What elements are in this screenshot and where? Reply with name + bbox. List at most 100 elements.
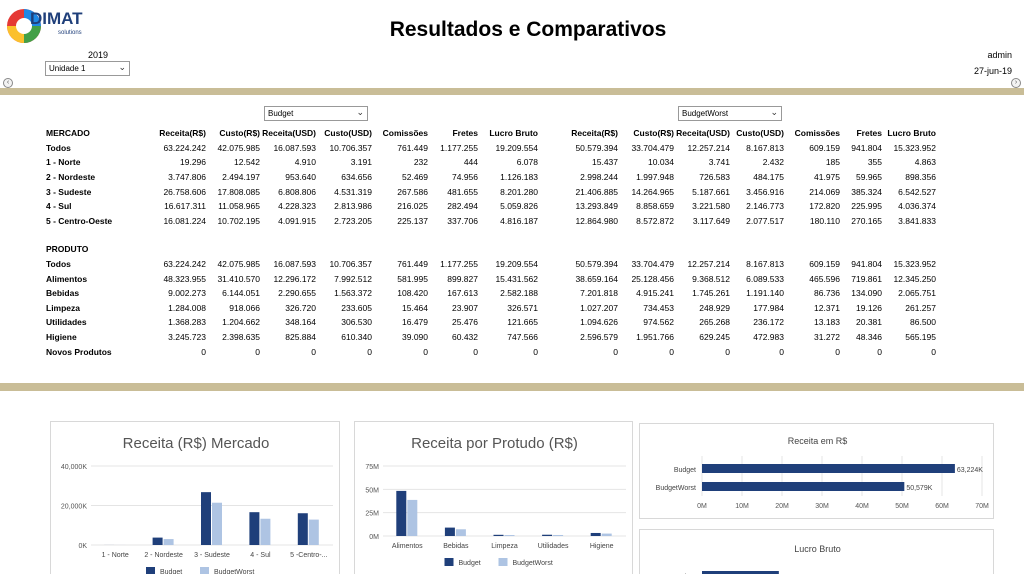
bar-budgetworst xyxy=(553,534,564,536)
x-tick-label: Bebidas xyxy=(443,543,469,550)
budgetworst-value-cell: 19.126 xyxy=(856,302,882,313)
budget-value-cell: 19.209.554 xyxy=(495,142,538,153)
year-label: 2019 xyxy=(88,50,109,60)
column-header: Fretes xyxy=(856,128,882,139)
budgetworst-value-cell: 8.858.659 xyxy=(636,201,674,212)
column-gap xyxy=(538,271,558,286)
budget-value-cell: 11.058.965 xyxy=(218,201,260,212)
y-tick-label: 75M xyxy=(365,464,379,471)
bar-budgetworst xyxy=(455,529,466,536)
column-gap xyxy=(538,315,558,330)
table-row: Limpeza 1.284.008 918.066 326.720 233.605 15.… xyxy=(46,301,936,316)
unit-select-value: Unidade 1 xyxy=(49,64,86,73)
budgetworst-value-cell: 10.034 xyxy=(648,157,674,168)
x-tick-label: 0M xyxy=(697,503,707,510)
budgetworst-value-cell: 270.165 xyxy=(851,215,882,226)
budgetworst-value-cell: 48.346 xyxy=(856,332,882,343)
budgetworst-value-cell: 719.861 xyxy=(851,273,882,284)
budgetworst-value-cell: 185 xyxy=(825,157,840,168)
column-header: Lucro Bruto xyxy=(489,128,538,139)
scroll-left-icon[interactable]: ‹ xyxy=(3,78,13,88)
budget-value-cell: 74.956 xyxy=(452,172,478,183)
table-row: 2 - Nordeste 3.747.806 2.494.197 953.640 634… xyxy=(46,170,936,185)
budget-value-cell: 16.087.593 xyxy=(273,259,316,270)
budgetworst-value-cell: 33.704.479 xyxy=(631,259,674,270)
budgetworst-value-cell: 2.998.244 xyxy=(580,172,618,183)
budgetworst-value-cell: 6.089.533 xyxy=(746,273,784,284)
budgetworst-value-cell: 12.257.214 xyxy=(687,259,730,270)
budgetworst-value-cell: 941.804 xyxy=(851,142,882,153)
mercado-section-header: MERCADO xyxy=(46,128,90,139)
budget-value-cell: 19.296 xyxy=(180,157,206,168)
budget-value-cell: 8.201.280 xyxy=(500,186,538,197)
budget-value-cell: 6.808.806 xyxy=(278,186,316,197)
budget-value-cell: 634.656 xyxy=(341,172,372,183)
chart-title: Lucro Bruto xyxy=(794,544,841,554)
table-row: Alimentos 48.323.955 31.410.570 12.296.172 7… xyxy=(46,271,936,286)
budgetworst-value-cell: 0 xyxy=(877,346,882,357)
table-row: Higiene 3.245.723 2.398.635 825.884 610.340 3… xyxy=(46,330,936,345)
produto-header-row: PRODUTO xyxy=(46,242,936,257)
logo-text: DIMAT xyxy=(30,9,83,28)
budget-value-cell: 444 xyxy=(463,157,478,168)
budgetworst-value-cell: 8.167.813 xyxy=(746,259,784,270)
column-header: Comissões xyxy=(382,128,428,139)
budget-value-cell: 42.075.985 xyxy=(217,142,260,153)
budget-value-cell: 0 xyxy=(311,346,316,357)
row-label: Limpeza xyxy=(46,302,81,313)
budget-value-cell: 42.075.985 xyxy=(217,259,260,270)
row-label: Novos Produtos xyxy=(46,346,112,357)
scenario-right-select[interactable]: BudgetWorst ⌄ xyxy=(678,106,782,121)
budget-value-cell: 16.479 xyxy=(402,317,428,328)
budget-value-cell: 1.563.372 xyxy=(334,288,372,299)
budgetworst-value-cell: 974.562 xyxy=(643,317,674,328)
bar-budget xyxy=(444,527,455,536)
x-tick-label: 1 - Norte xyxy=(102,552,129,559)
column-gap xyxy=(538,214,558,229)
table-row: 4 - Sul 16.617.311 11.058.965 4.228.323 2.81… xyxy=(46,199,936,214)
legend-label: BudgetWorst xyxy=(513,560,553,567)
budgetworst-value-cell: 33.704.479 xyxy=(631,142,674,153)
budgetworst-value-cell: 13.183 xyxy=(814,317,840,328)
budgetworst-value-cell: 2.146.773 xyxy=(746,201,784,212)
chart-receita-produto: Receita por Protudo (R$) 0M 25M 50M 75M Alime… xyxy=(354,421,633,574)
scenario-left-select[interactable]: Budget ⌄ xyxy=(264,106,368,121)
bar-budget xyxy=(702,464,955,473)
budget-value-cell: 26.758.606 xyxy=(163,186,206,197)
scenario-left-value: Budget xyxy=(268,109,294,118)
bottom-divider xyxy=(0,383,1024,391)
row-label: 2 - Nordeste xyxy=(46,172,96,183)
budget-value-cell: 4.091.915 xyxy=(278,215,316,226)
budgetworst-value-cell: 15.437 xyxy=(592,157,618,168)
scroll-right-icon[interactable]: › xyxy=(1011,78,1021,88)
budget-value-cell: 282.494 xyxy=(447,201,478,212)
budgetworst-value-cell: 31.272 xyxy=(814,332,840,343)
budget-value-cell: 581.995 xyxy=(397,273,428,284)
budgetworst-value-cell: 734.453 xyxy=(643,302,674,313)
column-header-empty xyxy=(478,242,538,257)
unit-select[interactable]: Unidade 1 ⌄ xyxy=(45,61,130,76)
budget-value-cell: 7.992.512 xyxy=(334,273,372,284)
column-header: Custo(USD) xyxy=(324,128,372,139)
budget-value-cell: 348.164 xyxy=(285,317,316,328)
bar-budgetworst xyxy=(407,499,418,536)
budget-value-cell: 12.542 xyxy=(234,157,260,168)
budget-value-cell: 10.702.195 xyxy=(217,215,260,226)
legend-swatch xyxy=(498,558,508,566)
budget-value-cell: 48.323.955 xyxy=(163,273,206,284)
bar-budgetworst xyxy=(504,535,515,536)
budgetworst-value-cell: 86.736 xyxy=(814,288,840,299)
budget-value-cell: 953.640 xyxy=(285,172,316,183)
x-tick-label: 10M xyxy=(735,503,749,510)
column-header: Custo(R$) xyxy=(633,128,674,139)
column-header-empty xyxy=(372,242,428,257)
budgetworst-value-cell: 1.745.261 xyxy=(692,288,730,299)
x-tick-label: Limpeza xyxy=(491,543,518,550)
budget-value-cell: 63.224.242 xyxy=(163,259,206,270)
budgetworst-value-cell: 13.293.849 xyxy=(575,201,618,212)
budget-value-cell: 12.296.172 xyxy=(273,273,316,284)
budgetworst-value-cell: 225.995 xyxy=(851,201,882,212)
budgetworst-value-cell: 261.257 xyxy=(905,302,936,313)
column-header-empty xyxy=(840,242,882,257)
budgetworst-value-cell: 15.323.952 xyxy=(893,142,936,153)
